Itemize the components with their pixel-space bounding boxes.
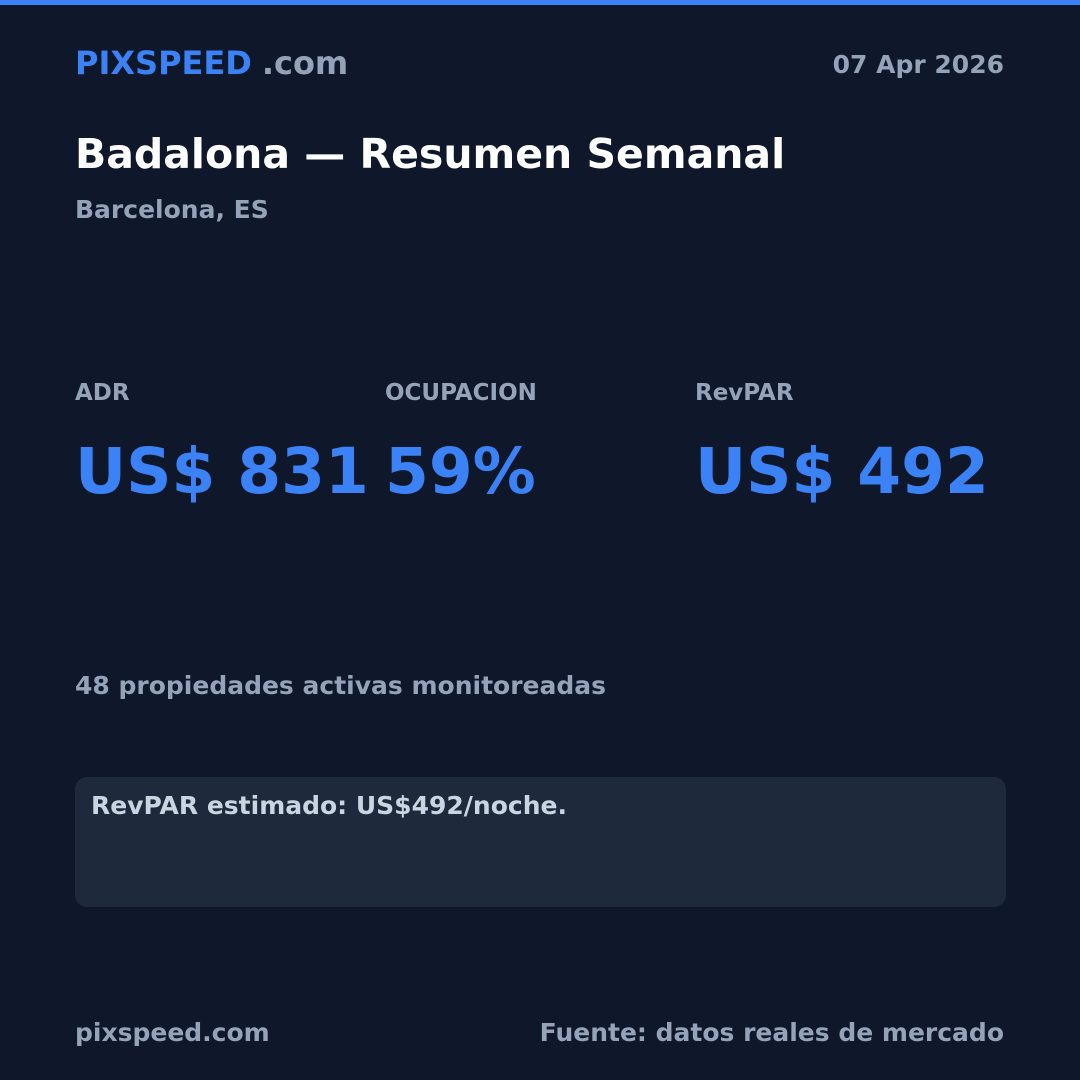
footer-source: Fuente: datos reales de mercado	[539, 1018, 1004, 1047]
metric-revpar: RevPAR US$ 492	[695, 380, 1005, 503]
summary-text: RevPAR estimado: US$492/noche.	[91, 791, 567, 820]
top-accent-bar	[0, 0, 1080, 5]
metric-label: RevPAR	[695, 380, 794, 406]
page-title: Badalona — Resumen Semanal	[75, 130, 786, 178]
metric-label: ADR	[75, 380, 130, 406]
metric-value: US$ 831	[75, 435, 369, 508]
location-subtitle: Barcelona, ES	[75, 195, 269, 224]
properties-count: 48 propiedades activas monitoreadas	[75, 671, 606, 700]
report-date: 07 Apr 2026	[832, 50, 1004, 79]
logo-tld: .com	[261, 44, 349, 82]
metric-occupancy: OCUPACION 59%	[385, 380, 695, 503]
logo: PIXSPEED .com	[75, 44, 348, 82]
metric-adr: ADR US$ 831	[75, 380, 385, 503]
summary-card: RevPAR estimado: US$492/noche.	[75, 777, 1006, 907]
footer-site: pixspeed.com	[75, 1018, 270, 1047]
metric-value: 59%	[385, 435, 536, 508]
metric-label: OCUPACION	[385, 380, 537, 406]
logo-brand: PIXSPEED	[75, 44, 252, 82]
metric-value: US$ 492	[695, 435, 989, 508]
